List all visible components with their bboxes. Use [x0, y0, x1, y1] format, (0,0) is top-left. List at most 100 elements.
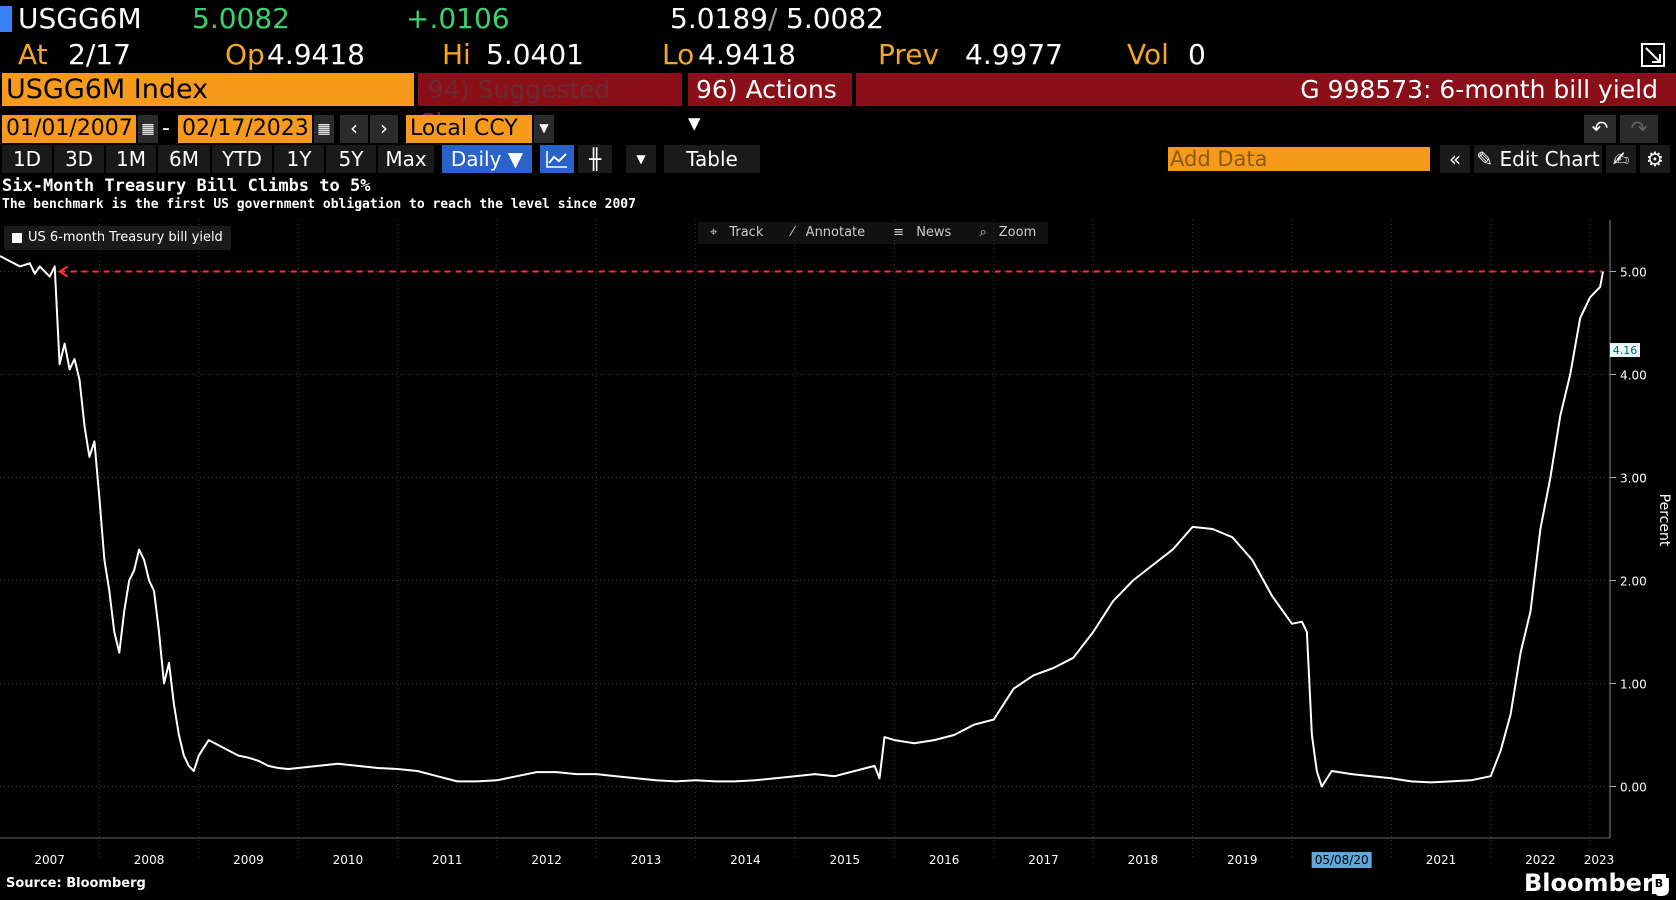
track-button[interactable]: ⌖ Track — [698, 222, 775, 244]
prev-period-button[interactable]: ‹ — [340, 115, 368, 143]
news-label: News — [916, 225, 952, 240]
y-tick-label: 5.00 — [1620, 266, 1647, 280]
y-tick-label: 2.00 — [1620, 575, 1647, 589]
x-tick-label: 2012 — [531, 853, 562, 867]
ticker[interactable]: USGG6M — [18, 2, 142, 35]
at-value: 2/17 — [68, 38, 131, 71]
x-tick-label: 2010 — [333, 853, 364, 867]
end-date-input[interactable]: 02/17/2023 — [178, 115, 312, 143]
quote-header: USGG6M 5.0082 +.0106 5.0189 / 5.0082 — [0, 2, 1676, 36]
legend-series-name: US 6-month Treasury bill yield — [28, 230, 223, 245]
expand-icon[interactable] — [1640, 42, 1666, 68]
date-separator: - — [162, 116, 170, 141]
bloomberg-logo: Bloomberg — [1524, 869, 1671, 897]
volume-label: Vol — [1127, 38, 1169, 71]
bloomberg-mark-icon: B — [1652, 874, 1666, 894]
collapse-icon[interactable]: « — [1440, 145, 1470, 173]
x-tick-label: 2013 — [631, 853, 662, 867]
legend-swatch — [12, 232, 22, 243]
x-tick-label: 05/08/20 — [1315, 853, 1369, 867]
ask-price: 5.0082 — [786, 2, 884, 35]
start-calendar-icon[interactable]: ▦ — [138, 115, 158, 143]
open-value: 4.9418 — [267, 38, 365, 71]
news-button[interactable]: ≡ News — [881, 222, 963, 244]
table-button[interactable]: Table — [664, 145, 760, 173]
marker-value-box — [1610, 343, 1640, 358]
low-value: 4.9418 — [698, 38, 796, 71]
start-date-input[interactable]: 01/01/2007 — [2, 115, 136, 143]
actions-label: 96) Actions ▾ — [688, 75, 837, 137]
redo-icon[interactable]: ↷ — [1620, 115, 1658, 143]
chart-settings-icon[interactable]: ✍ — [1606, 145, 1636, 173]
y-tick-label: 3.00 — [1620, 472, 1647, 486]
x-tick-label: 2008 — [134, 853, 165, 867]
ticker-marker — [0, 6, 12, 32]
chart-subtitle: The benchmark is the first US government… — [2, 197, 636, 212]
open-label: Op — [225, 38, 265, 71]
x-tick-label: 2023 — [1584, 853, 1615, 867]
zoom-label: Zoom — [998, 225, 1037, 240]
quote-stats: At 2/17 Op 4.9418 Hi 5.0401 Lo 4.9418 Pr… — [0, 38, 1676, 72]
prev-value: 4.9977 — [965, 38, 1063, 71]
start-date-value: 01/01/2007 — [6, 116, 133, 141]
line-chart-icon[interactable] — [540, 145, 574, 173]
period-bar: 1D 3D 1M 6M YTD 1Y 5Y Max Daily ▼ ╫ ▼ Ta… — [0, 145, 1676, 173]
period-max[interactable]: Max — [378, 145, 434, 173]
period-6m[interactable]: 6M — [158, 145, 210, 173]
undo-icon[interactable]: ↶ — [1584, 115, 1616, 143]
low-label: Lo — [662, 38, 695, 71]
frequency-select[interactable]: Daily ▼ — [442, 145, 532, 173]
crosshair-icon: ⌖ — [710, 225, 718, 240]
bid-price: 5.0189 — [670, 2, 768, 35]
period-3d[interactable]: 3D — [54, 145, 104, 173]
period-1m[interactable]: 1M — [106, 145, 156, 173]
chart-type-dropdown-icon[interactable]: ▼ — [626, 145, 656, 173]
series-line — [0, 255, 1604, 788]
last-price: 5.0082 — [192, 2, 290, 35]
y-tick-label: 0.00 — [1620, 781, 1647, 795]
currency-select[interactable]: Local CCY — [406, 115, 532, 143]
annotate-button[interactable]: ⁄ Annotate — [780, 222, 878, 244]
x-tick-label: 2009 — [233, 853, 264, 867]
marker-value-label: 4.16 — [1613, 344, 1638, 357]
x-tick-label: 2014 — [730, 853, 761, 867]
at-label: At — [18, 38, 48, 71]
next-period-button[interactable]: › — [370, 115, 398, 143]
legend[interactable]: US 6-month Treasury bill yield — [4, 226, 231, 250]
suggested-charts-button[interactable]: 94) Suggested Charts — [418, 73, 682, 137]
period-ytd[interactable]: YTD — [212, 145, 272, 173]
x-tick-label: 2017 — [1028, 853, 1059, 867]
add-data-input[interactable]: Add Data — [1168, 147, 1430, 171]
x-tick-label: 2007 — [34, 853, 65, 867]
x-tick-label: 2015 — [829, 853, 860, 867]
y-axis-label: Percent — [1656, 494, 1672, 547]
x-tick-label: 2019 — [1227, 853, 1258, 867]
reference-arrow — [57, 265, 69, 278]
edit-chart-button[interactable]: ✎ Edit Chart — [1474, 145, 1602, 173]
security-field[interactable]: USGG6M Index — [2, 73, 414, 106]
currency-dropdown-icon[interactable]: ▼ — [534, 115, 554, 143]
end-date-value: 02/17/2023 — [182, 116, 309, 141]
zoom-button[interactable]: ⌕ Zoom — [967, 222, 1048, 244]
period-1d[interactable]: 1D — [2, 145, 52, 173]
actions-button[interactable]: 96) Actions ▾ — [688, 73, 852, 137]
gear-icon[interactable]: ⚙ — [1640, 145, 1670, 173]
currency-value: Local CCY — [410, 116, 518, 141]
source-note: Source: Bloomberg — [6, 876, 146, 891]
security-label: USGG6M Index — [6, 74, 209, 105]
period-1y[interactable]: 1Y — [274, 145, 324, 173]
highlight-tick-box — [1311, 852, 1372, 868]
end-calendar-icon[interactable]: ▦ — [314, 115, 334, 143]
x-tick-label: 2018 — [1128, 853, 1159, 867]
y-tick-label: 4.00 — [1620, 369, 1647, 383]
price-change: +.0106 — [406, 2, 510, 35]
period-5y[interactable]: 5Y — [326, 145, 376, 173]
price-separator: / — [768, 2, 778, 35]
chart-name[interactable]: G 998573: 6-month bill yield — [1300, 75, 1658, 104]
x-tick-label: 2021 — [1426, 853, 1457, 867]
annotate-icon: ⁄ — [791, 225, 794, 240]
track-label: Track — [729, 225, 764, 240]
bar-chart-icon[interactable]: ╫ — [578, 145, 612, 173]
news-icon: ≡ — [893, 225, 905, 240]
